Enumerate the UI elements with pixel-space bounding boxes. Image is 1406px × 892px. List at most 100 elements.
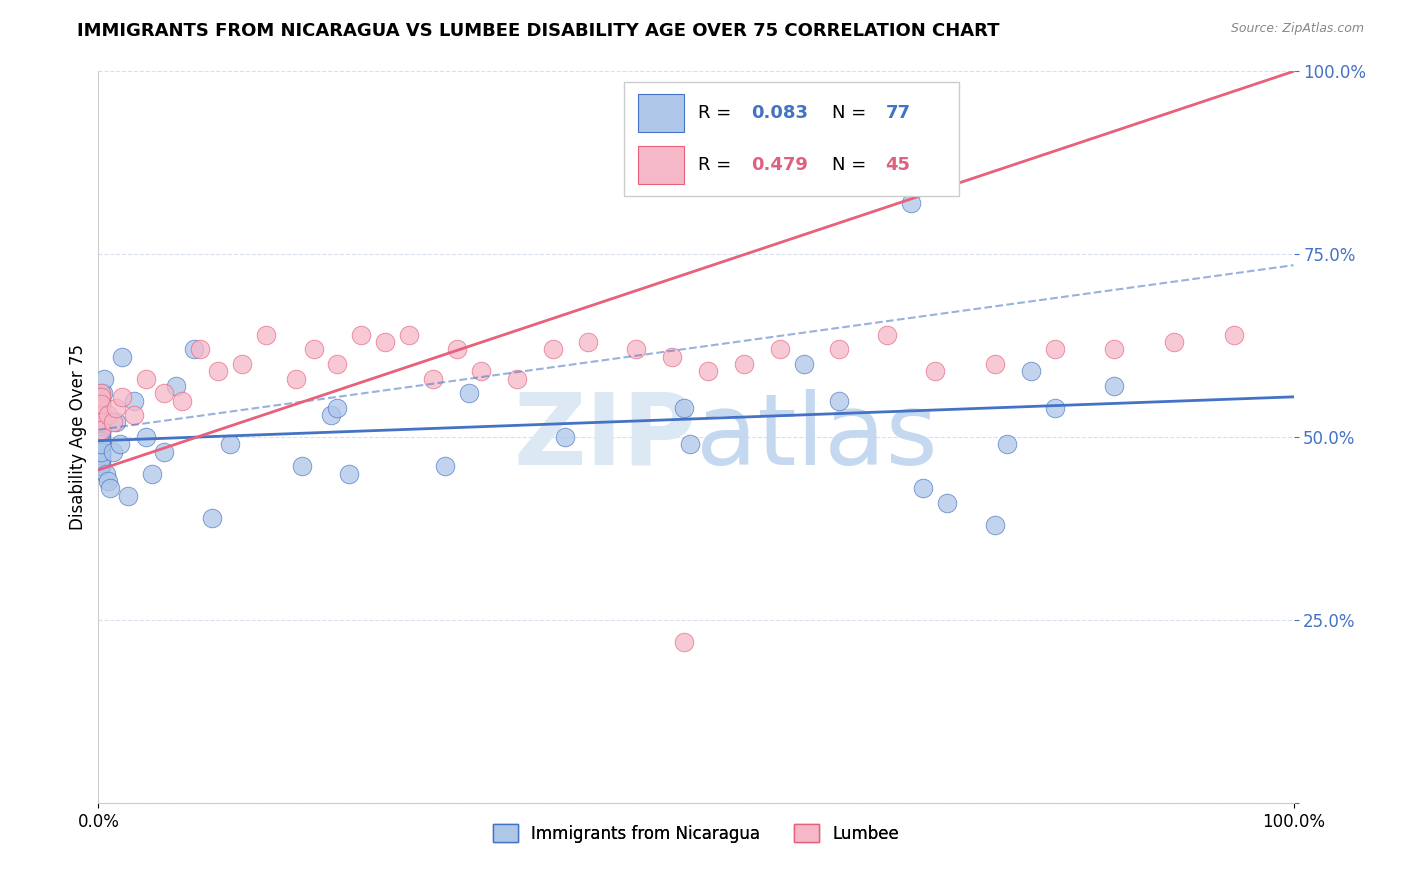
Point [350,327,373,342]
Point [90,459,112,474]
Point [90,437,112,451]
Point [1043,343,1066,357]
Point [90,430,112,444]
Point [679,437,702,451]
Point [90,401,112,415]
Point [1223,327,1246,342]
Point [900,196,922,211]
Point [97,408,120,422]
Point [90,448,112,462]
Point [90,452,112,467]
Point [90,408,112,422]
Point [90,459,112,474]
Text: ZIP: ZIP [513,389,696,485]
Point [554,430,576,444]
Point [661,350,683,364]
Point [254,327,277,342]
Text: IMMIGRANTS FROM NICARAGUA VS LUMBEE DISABILITY AGE OVER 75 CORRELATION CHART: IMMIGRANTS FROM NICARAGUA VS LUMBEE DISA… [77,22,1000,40]
Legend: Immigrants from Nicaragua, Lumbee: Immigrants from Nicaragua, Lumbee [486,818,905,849]
Point [188,343,211,357]
Point [105,401,128,415]
Point [124,408,146,422]
Point [98,481,122,495]
Point [90,448,112,462]
Point [302,343,325,357]
Point [793,357,815,371]
Point [219,437,242,451]
Point [506,371,529,385]
Point [936,496,959,510]
Point [291,459,314,474]
Point [207,364,229,378]
Point [995,437,1018,451]
Point [91,386,114,401]
Point [374,334,396,349]
Point [90,408,112,422]
Point [626,343,648,357]
Point [90,416,112,430]
Point [201,510,224,524]
Point [90,423,112,437]
Point [284,371,307,385]
Point [1104,379,1126,393]
Point [768,343,790,357]
Point [422,371,444,385]
Point [90,386,112,401]
Point [108,437,131,451]
Point [321,408,343,422]
Point [90,390,112,404]
Point [339,467,361,481]
Point [673,635,696,649]
Point [90,456,112,470]
Point [90,397,112,411]
Point [90,434,112,448]
Point [876,327,898,342]
Point [90,416,112,430]
Point [924,364,946,378]
Point [93,371,115,385]
Point [984,517,1007,532]
Point [90,441,112,455]
Point [97,474,120,488]
Point [90,437,112,451]
Point [90,423,112,437]
Point [458,386,481,401]
Point [1019,364,1042,378]
Point [135,430,157,444]
Y-axis label: Disability Age Over 75: Disability Age Over 75 [69,344,87,530]
Point [94,467,117,481]
Point [231,357,253,371]
Point [153,444,176,458]
Point [105,416,128,430]
Point [101,444,124,458]
Point [90,423,112,437]
Point [828,393,851,408]
Point [90,444,112,458]
Point [911,481,934,495]
Point [183,343,205,357]
Point [326,357,349,371]
Point [90,397,112,411]
Point [90,393,112,408]
Point [165,379,187,393]
Point [111,390,134,404]
Point [90,386,112,401]
Point [578,334,600,349]
Point [90,393,112,408]
Point [135,371,157,385]
Point [90,444,112,458]
Point [90,397,112,411]
Point [90,419,112,434]
Point [398,327,420,342]
Point [90,416,112,430]
Point [1163,334,1185,349]
Text: Source: ZipAtlas.com: Source: ZipAtlas.com [1230,22,1364,36]
Point [153,386,176,401]
Point [697,364,720,378]
Point [90,426,112,441]
Point [326,401,349,415]
Point [90,404,112,418]
Point [124,393,146,408]
Point [90,430,112,444]
Point [1104,343,1126,357]
